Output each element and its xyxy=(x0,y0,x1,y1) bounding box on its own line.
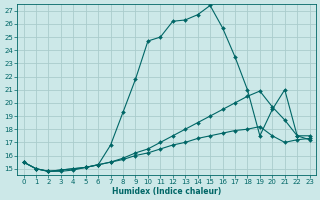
X-axis label: Humidex (Indice chaleur): Humidex (Indice chaleur) xyxy=(112,187,221,196)
